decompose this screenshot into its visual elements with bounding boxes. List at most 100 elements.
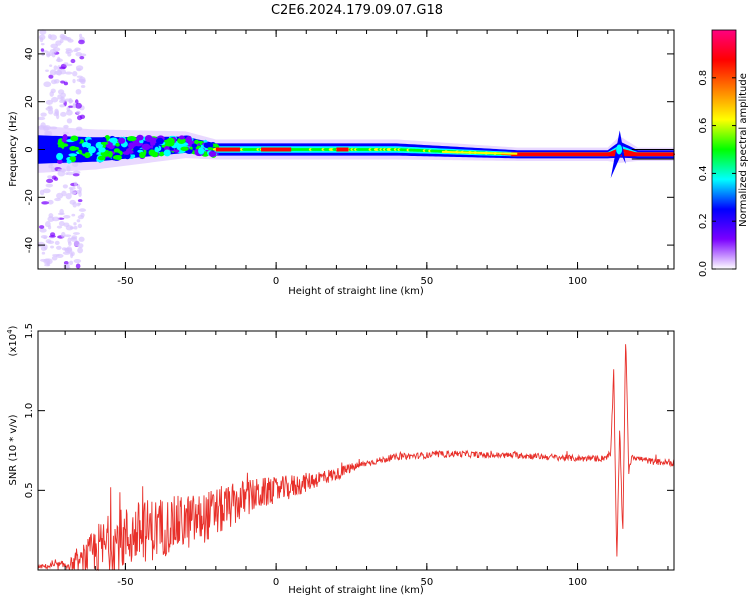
spectrogram-blob <box>77 243 84 249</box>
spectrogram-blob <box>39 228 47 233</box>
chart-title: C2E6.2024.179.09.07.G18 <box>271 3 443 18</box>
spectrogram-blob <box>65 172 69 175</box>
spectrogram-speckle <box>123 151 130 155</box>
snr-ylabel: SNR (10 * v/v) <box>8 414 19 485</box>
spectrogram-blob <box>63 260 69 265</box>
spectrogram-speckle <box>139 139 144 144</box>
spectrogram-blob <box>40 42 45 46</box>
spectrogram-blob <box>54 197 61 202</box>
spectrogram-blob <box>75 52 83 57</box>
spectrogram-speckle <box>88 146 96 154</box>
spectrogram-blob <box>60 80 65 84</box>
spectrogram-blob <box>78 186 82 193</box>
spectrogram-burst-core <box>616 144 623 155</box>
spectrogram-blob <box>76 115 83 121</box>
spectrogram-blob <box>38 225 45 229</box>
spectrogram-speckle <box>178 135 185 140</box>
y-tick-label: 1.5 <box>24 323 35 339</box>
spectrogram-blob <box>45 183 54 188</box>
spectrogram-blob <box>69 199 76 205</box>
spectrogram-yellow <box>441 150 518 155</box>
spectrogram-blob <box>72 162 79 167</box>
spectrogram-blob <box>73 258 82 264</box>
spectrogram-blob <box>40 112 47 117</box>
spectrogram-blob <box>52 253 60 257</box>
snr-yscale: (x104) <box>6 325 19 356</box>
spectrogram-blob <box>40 234 48 239</box>
spectrogram-speckle <box>154 146 160 153</box>
spectrogram-speckle <box>109 137 118 144</box>
spectrogram-blob <box>48 74 54 79</box>
spectrogram-speckle <box>56 152 64 161</box>
spectrogram-speckle <box>116 155 122 161</box>
spectrogram-blob <box>40 122 46 128</box>
spectrogram-blob <box>66 109 73 116</box>
spectrogram-blob <box>45 239 52 244</box>
spectrogram-blob <box>56 113 60 120</box>
spectrogram-blob <box>45 69 49 72</box>
snr-panel: -50 0 50 100 0.5 1.0 1.5 Height of straight li… <box>6 323 675 596</box>
spectrogram-blob <box>39 189 45 196</box>
spectrogram-blob <box>65 49 74 54</box>
y-tick-label: -40 <box>24 237 35 253</box>
spectrogram-blob <box>66 118 73 124</box>
spectrogram-blob <box>47 175 53 179</box>
spectrogram-speckle <box>163 149 171 157</box>
spectrogram-blob <box>41 201 50 205</box>
spectrogram-blob <box>57 65 61 72</box>
spectrogram-blob <box>78 236 85 242</box>
spectrogram-blob <box>79 56 85 60</box>
spectrogram-blob <box>44 221 51 228</box>
spectrogram-peak <box>215 147 240 152</box>
spectrogram-speckle <box>87 139 93 144</box>
x-tick-label: 100 <box>568 276 587 287</box>
spectrogram-blob <box>68 241 72 247</box>
spectrogram-blob <box>49 69 57 76</box>
x-tick-label: 0 <box>273 577 279 588</box>
spectrogram-blob <box>73 222 77 226</box>
spectrogram-speckle <box>203 142 214 149</box>
spectrogram-blob <box>76 78 85 83</box>
spectrogram-blob <box>53 65 58 71</box>
colorbar-ticks: 0.0 0.2 0.4 0.6 0.8 <box>698 29 737 277</box>
spectrogram-speckle <box>68 153 78 157</box>
spectrogram-speckle <box>115 142 120 147</box>
snr-yscale-label: (x10 <box>8 334 19 357</box>
spectrogram-blob <box>75 110 81 115</box>
spectrogram-blob <box>74 181 78 187</box>
spectrogram-blob <box>47 216 55 223</box>
spectrogram-blob <box>60 231 66 238</box>
x-tick-label: -50 <box>117 276 133 287</box>
spectrogram-blob <box>47 199 54 205</box>
spectrogram-peak <box>511 152 674 157</box>
spectrogram-speckle <box>141 143 151 151</box>
spectrogram-blob <box>72 103 76 109</box>
spectrogram-blob <box>55 40 62 46</box>
spectrogram-marks <box>37 29 675 270</box>
colorbar-gradient <box>712 30 736 269</box>
spectrogram-blob <box>59 68 66 75</box>
spectrogram-blob <box>70 251 75 257</box>
spectrogram-xlabel: Height of straight line (km) <box>288 286 424 297</box>
spectrogram-blob <box>41 251 46 255</box>
spectrogram-speckle <box>107 150 113 158</box>
spectrogram-speckle <box>136 134 144 141</box>
spectrogram-blob <box>67 52 72 57</box>
spectrogram-speckle <box>179 143 184 148</box>
spectrogram-blob <box>49 126 58 130</box>
spectrogram-speckle <box>100 141 109 145</box>
spectrogram-blob <box>50 232 56 237</box>
spectrogram-speckle <box>128 142 135 150</box>
spectrogram-blob <box>72 232 80 235</box>
spectrogram-blob <box>55 245 62 250</box>
spectrogram-blob <box>43 81 52 88</box>
spectrogram-blob <box>65 192 72 200</box>
colorbar-tick-label: 0.8 <box>698 70 709 86</box>
spectrogram-blob <box>66 165 71 172</box>
spectrogram-blob <box>58 220 65 227</box>
spectrogram-blob <box>49 34 57 41</box>
spectrogram-blob <box>69 226 75 230</box>
spectrogram-blob <box>48 213 54 219</box>
spectrogram-speckle <box>57 141 64 146</box>
